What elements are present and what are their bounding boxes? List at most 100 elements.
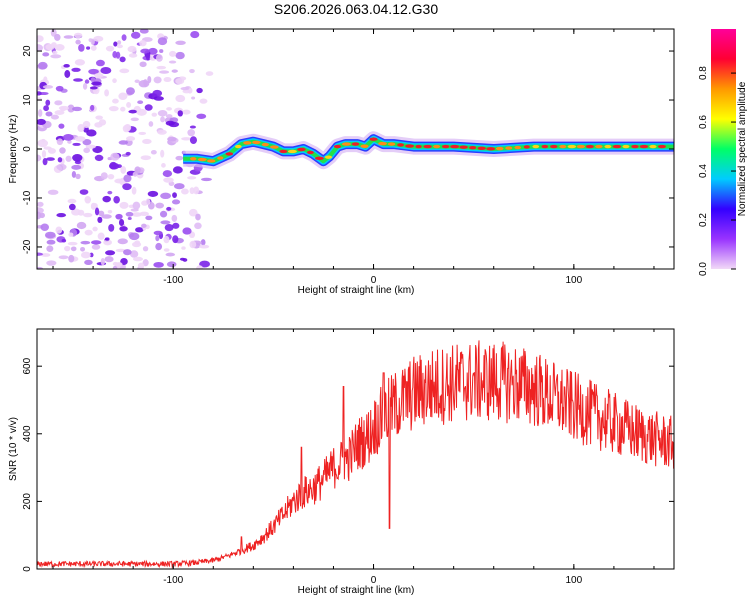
- noise-blob: [107, 190, 113, 195]
- noise-blob: [113, 41, 118, 47]
- noise-blob: [77, 124, 85, 133]
- noise-blob: [163, 76, 172, 83]
- noise-blob: [199, 260, 211, 268]
- noise-blob: [162, 170, 173, 178]
- noise-blob: [118, 92, 128, 100]
- noise-blob: [182, 109, 191, 115]
- noise-blob: [105, 250, 116, 256]
- noise-blob: [147, 190, 159, 197]
- noise-blob: [145, 198, 151, 205]
- track-hotspot: [261, 142, 269, 147]
- noise-blob: [118, 140, 129, 145]
- noise-blob: [169, 50, 177, 57]
- track-hotspot: [567, 144, 577, 149]
- noise-blob: [37, 266, 43, 269]
- noise-blob: [160, 192, 172, 200]
- noise-blob: [94, 72, 104, 79]
- noise-blob: [112, 265, 118, 269]
- noise-blob: [47, 189, 59, 195]
- noise-blob: [165, 114, 173, 118]
- track-hotspot: [559, 144, 567, 149]
- noise-blob: [46, 157, 55, 161]
- track-hotspot: [405, 144, 415, 148]
- track-hotspot: [631, 144, 639, 149]
- noise-blob: [148, 121, 154, 127]
- noise-blob: [56, 138, 64, 146]
- noise-blob: [181, 246, 186, 250]
- noise-blob: [71, 67, 81, 72]
- noise-blob: [108, 106, 119, 112]
- colorbar: 0.0 0.2 0.4 0.6 0.8 Normalized spectral ampl…: [698, 29, 748, 276]
- noise-blob: [152, 89, 163, 97]
- noise-blob: [145, 52, 151, 61]
- noise-blob: [171, 199, 181, 205]
- noise-blob: [63, 64, 70, 68]
- colorbar-ticks: 0.0 0.2 0.4 0.6 0.8: [698, 66, 736, 276]
- noise-blob: [140, 48, 151, 54]
- noise-blob: [153, 230, 163, 236]
- noise-blob: [113, 195, 120, 204]
- noise-blob: [37, 201, 44, 207]
- noise-blob: [94, 207, 100, 216]
- noise-blob: [93, 35, 104, 42]
- noise-blob: [165, 120, 175, 126]
- noise-blob: [57, 157, 63, 163]
- track-hotspot: [306, 150, 314, 155]
- noise-blob: [139, 61, 147, 68]
- noise-blob: [100, 172, 108, 180]
- noise-blob: [82, 138, 92, 146]
- noise-blob: [43, 105, 49, 112]
- noise-blob: [58, 255, 69, 260]
- noise-blob: [56, 212, 67, 218]
- noise-blob: [46, 239, 56, 245]
- noise-blob: [175, 51, 185, 60]
- noise-blob: [89, 86, 98, 90]
- track-hotspot: [234, 144, 242, 149]
- track-hotspot: [505, 146, 513, 150]
- noise-blob: [104, 89, 110, 97]
- track-hotspot: [595, 144, 603, 149]
- noise-blob: [137, 262, 145, 269]
- noise-blob: [171, 69, 178, 73]
- noise-blob: [119, 68, 130, 74]
- spectrogram-ylabel: Frequency (Hz): [8, 115, 19, 184]
- noise-blob: [141, 223, 147, 228]
- noise-blob: [84, 229, 93, 236]
- colorbar-tick-label: 0.8: [698, 66, 709, 80]
- noise-blob: [131, 31, 141, 39]
- noise-blob: [182, 227, 192, 235]
- noise-blob: [187, 129, 196, 137]
- track-hotspot: [314, 156, 324, 161]
- noise-blob: [67, 140, 72, 144]
- noise-blob: [163, 177, 174, 183]
- track-hotspot: [550, 144, 558, 149]
- noise-blob: [180, 86, 190, 91]
- track-hotspot: [243, 141, 252, 145]
- noise-blob: [59, 147, 66, 154]
- noise-blob: [74, 136, 86, 142]
- noise-blob: [155, 235, 160, 242]
- track-hotspot: [190, 157, 197, 161]
- track-hotspot: [333, 144, 342, 149]
- snr-frame: [36, 328, 675, 570]
- noise-blob: [71, 164, 82, 170]
- noise-blob: [131, 212, 143, 217]
- noise-blob: [103, 239, 112, 246]
- noise-blob: [37, 118, 46, 126]
- noise-blob: [125, 211, 134, 217]
- noise-blob: [90, 45, 97, 51]
- noise-blob: [119, 56, 126, 63]
- noise-blob: [97, 232, 105, 240]
- noise-blob: [130, 208, 139, 212]
- noise-blob: [95, 115, 103, 120]
- noise-blob: [46, 260, 57, 266]
- track-hotspot: [297, 147, 306, 152]
- track-hotspot: [207, 159, 216, 163]
- snr-xlabel: Height of straight line (km): [298, 585, 415, 596]
- track-hotspot: [604, 144, 612, 149]
- noise-blob: [54, 33, 61, 41]
- noise-blob: [61, 238, 67, 243]
- noise-blob: [69, 203, 76, 211]
